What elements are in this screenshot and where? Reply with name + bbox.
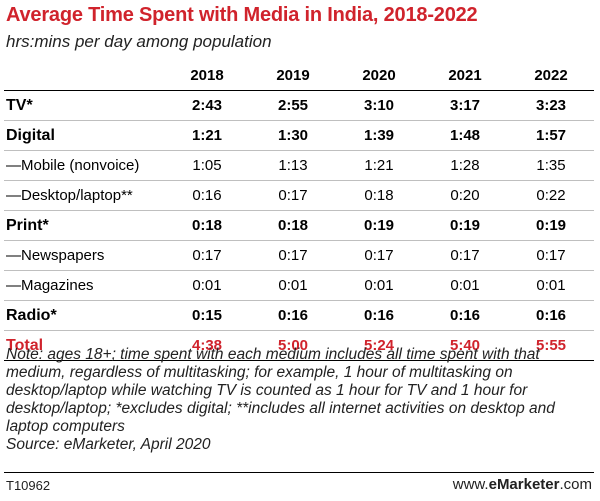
data-cell: 0:18 [336,180,422,211]
data-cell: 0:01 [250,270,336,301]
table-row: Radio* 0:15 0:16 0:16 0:16 0:16 [4,300,594,331]
chart-code: T10962 [6,478,51,493]
data-cell: 0:01 [336,270,422,301]
total-row: Total 4:38 5:00 5:24 5:40 5:55 [4,330,594,361]
brand-prefix: www. [452,476,489,493]
data-table: 2018 2019 2020 2021 2022 TV* 2:43 2:55 3:10… [4,60,594,361]
table-body: TV* 2:43 2:55 3:10 3:17 3:23 Digital 1:21 1:30 1:… [4,90,594,361]
data-cell: 2:43 [164,90,250,121]
data-cell: 0:16 [508,300,594,331]
data-cell: 1:28 [422,150,508,181]
total-cell: 5:40 [422,330,508,361]
table-row: —Magazines 0:01 0:01 0:01 0:01 0:01 [4,270,594,301]
chart-subtitle: hrs:mins per day among population [6,32,272,51]
data-cell: 1:13 [250,150,336,181]
data-cell: 3:23 [508,90,594,121]
table-row: Digital 1:21 1:30 1:39 1:48 1:57 [4,120,594,151]
data-cell: 3:17 [422,90,508,121]
data-cell: 1:39 [336,120,422,151]
data-cell: 1:48 [422,120,508,151]
chart-title: Average Time Spent with Media in India, … [6,4,478,26]
brand-e: e [488,476,497,493]
data-cell: 0:16 [336,300,422,331]
data-cell: 0:16 [250,300,336,331]
header-cell-year: 2018 [164,60,250,91]
brand-name: Marketer [496,476,560,493]
row-label: —Desktop/laptop** [4,180,164,211]
footer-divider [4,472,594,473]
brand-logo: www.eMarketer.com [453,476,592,493]
data-cell: 0:01 [164,270,250,301]
chart-note: Note: ages 18+; time spent with each med… [6,346,594,454]
data-cell: 0:16 [422,300,508,331]
data-cell: 1:21 [164,120,250,151]
data-cell: 0:19 [422,210,508,241]
data-cell: 0:17 [422,240,508,271]
row-label: Radio* [4,300,164,331]
total-cell: 5:24 [336,330,422,361]
data-cell: 0:19 [508,210,594,241]
table-row: —Mobile (nonvoice) 1:05 1:13 1:21 1:28 1:35 [4,150,594,181]
data-cell: 1:21 [336,150,422,181]
total-cell: 5:00 [250,330,336,361]
data-cell: 1:05 [164,150,250,181]
table-row: Print* 0:18 0:18 0:19 0:19 0:19 [4,210,594,241]
data-cell: 0:18 [250,210,336,241]
table-row: TV* 2:43 2:55 3:10 3:17 3:23 [4,90,594,121]
header-cell-year: 2019 [250,60,336,91]
data-cell: 1:30 [250,120,336,151]
data-cell: 0:17 [164,240,250,271]
data-cell: 0:17 [250,240,336,271]
header-cell-year: 2021 [422,60,508,91]
data-cell: 0:20 [422,180,508,211]
total-label: Total [4,330,164,361]
data-cell: 2:55 [250,90,336,121]
header-cell-year: 2020 [336,60,422,91]
data-cell: 0:17 [336,240,422,271]
data-cell: 0:01 [422,270,508,301]
row-label: TV* [4,90,164,121]
data-cell: 3:10 [336,90,422,121]
header-row: 2018 2019 2020 2021 2022 [4,60,594,91]
data-cell: 0:15 [164,300,250,331]
data-cell: 1:57 [508,120,594,151]
brand-tld: .com [559,476,592,493]
header-cell-label [4,60,164,91]
data-cell: 0:17 [250,180,336,211]
row-label: Print* [4,210,164,241]
data-cell: 0:19 [336,210,422,241]
header-cell-year: 2022 [508,60,594,91]
total-cell: 5:55 [508,330,594,361]
data-cell: 0:18 [164,210,250,241]
data-cell: 0:17 [508,240,594,271]
data-cell: 0:22 [508,180,594,211]
source-text: Source: eMarketer, April 2020 [6,436,211,453]
total-cell: 4:38 [164,330,250,361]
row-label: —Magazines [4,270,164,301]
data-cell: 0:16 [164,180,250,211]
row-label: Digital [4,120,164,151]
table-row: —Newspapers 0:17 0:17 0:17 0:17 0:17 [4,240,594,271]
data-cell: 0:01 [508,270,594,301]
table-row: —Desktop/laptop** 0:16 0:17 0:18 0:20 0:22 [4,180,594,211]
row-label: —Mobile (nonvoice) [4,150,164,181]
note-text: Note: ages 18+; time spent with each med… [6,346,555,435]
data-cell: 1:35 [508,150,594,181]
row-label: —Newspapers [4,240,164,271]
